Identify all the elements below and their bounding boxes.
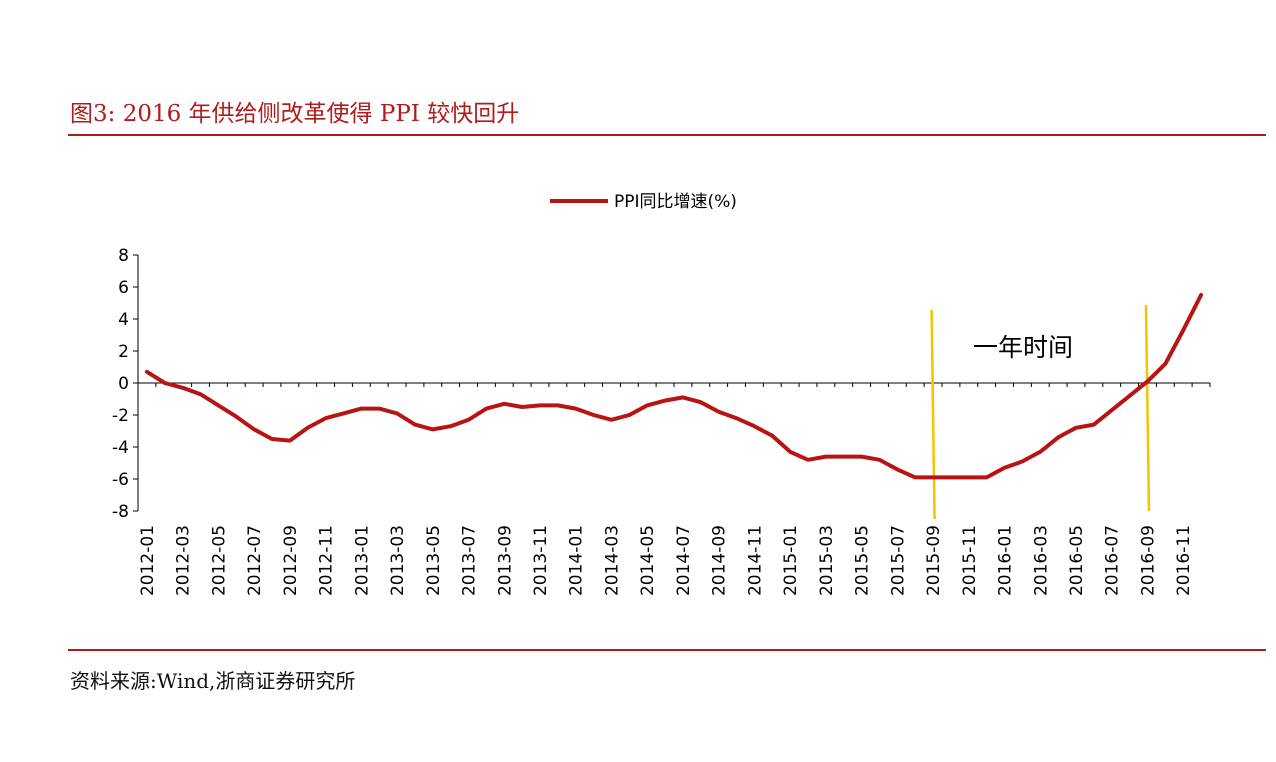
x-tick-label: 2013-03 [388,525,408,596]
y-axis: 8 6 4 2 0 -2 -4 -6 -8 [112,246,139,522]
marker-line-2015-09 [930,309,936,520]
x-tick-label: 2016-01 [996,525,1016,596]
time-markers [930,304,1151,520]
x-tick-label: 2013-07 [460,525,480,596]
source-divider [68,649,1266,651]
x-tick-label: 2012-05 [209,525,229,596]
chart-legend: PPI同比增速(%) [550,192,737,212]
y-tick-label: -4 [112,438,129,458]
x-tick-label: 2016-03 [1031,525,1051,596]
x-tick-label: 2015-01 [781,525,801,596]
x-tick-label: 2016-11 [1174,525,1194,596]
x-tick-label: 2015-03 [817,525,837,596]
x-tick-label: 2012-07 [245,525,265,596]
y-tick-label: -2 [112,406,129,426]
x-tick-label: 2012-11 [317,525,337,596]
ppi-series-line [144,293,1204,480]
y-tick-label: 8 [118,246,129,266]
annotation-one-year: 一年时间 [973,333,1073,362]
source-note: 资料来源:Wind,浙商证券研究所 [70,669,356,693]
x-tick-label: 2016-05 [1067,525,1087,596]
x-tick-label: 2013-09 [495,525,515,596]
x-tick-label: 2016-09 [1138,525,1158,596]
x-tick-label: 2016-07 [1103,525,1123,596]
title-divider [68,134,1266,136]
x-tick-label: 2014-01 [567,525,587,596]
y-tick-label: 2 [118,342,129,362]
x-tick-label: 2013-11 [531,525,551,596]
legend-label: PPI同比增速(%) [614,192,737,212]
x-tick-label: 2015-07 [888,525,908,596]
figure-title: 图3: 2016 年供给侧改革使得 PPI 较快回升 [70,101,520,127]
y-tick-label: 4 [118,310,129,330]
x-tick-label: 2015-11 [960,525,980,596]
x-tick-label: 2014-05 [638,525,658,596]
y-tick-label: -8 [112,502,129,522]
x-tick-label: 2014-03 [602,525,622,596]
y-tick-label: 6 [118,278,129,298]
x-tick-label: 2012-03 [174,525,194,596]
x-tick-label: 2012-01 [138,525,158,596]
marker-line-2016-09 [1144,304,1151,512]
x-tick-label: 2014-07 [674,525,694,596]
y-tick-label: -6 [112,470,129,490]
x-tick-label: 2013-01 [352,525,372,596]
x-tick-label: 2015-09 [924,525,944,596]
x-axis: 2012-01 2012-03 2012-05 2012-07 2012-09 2012-… [137,382,1211,596]
x-tick-label: 2014-09 [710,525,730,596]
y-tick-label: 0 [118,374,129,394]
x-tick-label: 2015-05 [853,525,873,596]
x-tick-label: 2013-05 [424,525,444,596]
x-tick-label: 2014-11 [745,525,765,596]
x-tick-label: 2012-09 [281,525,301,596]
